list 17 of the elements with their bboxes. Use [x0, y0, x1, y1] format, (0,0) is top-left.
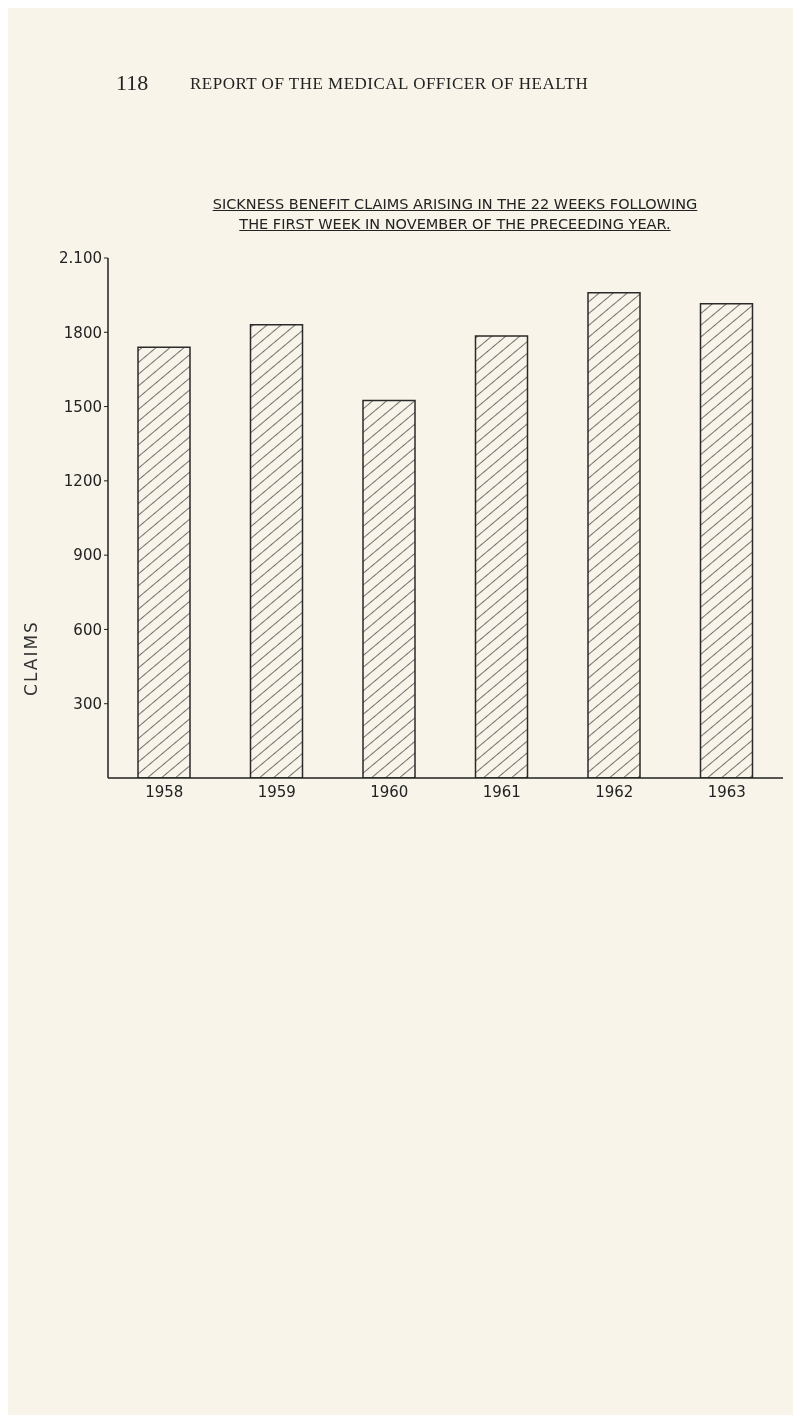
- text: REPORT OF THE MEDICAL OFFICER OF HEALTH: [190, 74, 589, 94]
- x-tick-label: 1963: [707, 782, 746, 801]
- x-tick-label: 1959: [257, 782, 296, 801]
- y-axis-title: CLAIMS: [21, 620, 41, 696]
- y-tick-label: 2.100: [59, 249, 102, 268]
- y-tick-label: 300: [73, 695, 102, 714]
- y-tick-label: 600: [73, 620, 102, 639]
- x-tick-label: 1958: [145, 782, 184, 801]
- y-tick-label: 1800: [63, 323, 102, 342]
- y-tick-label: 1500: [63, 397, 102, 416]
- chart-title: SICKNESS BENEFIT CLAIMS ARISING IN THE 22 WEEKS FOLLOWING THE FIRST WEEK IN NOVEMBER OF THE PRECEEDING YEAR.: [211, 196, 699, 232]
- y-tick-label: 1200: [63, 472, 102, 491]
- y-tick-label: 900: [73, 546, 102, 565]
- text: 118: [116, 70, 149, 96]
- x-tick-label: 1961: [482, 782, 521, 801]
- x-tick-label: 1962: [595, 782, 634, 801]
- x-tick-label: 1960: [370, 782, 409, 801]
